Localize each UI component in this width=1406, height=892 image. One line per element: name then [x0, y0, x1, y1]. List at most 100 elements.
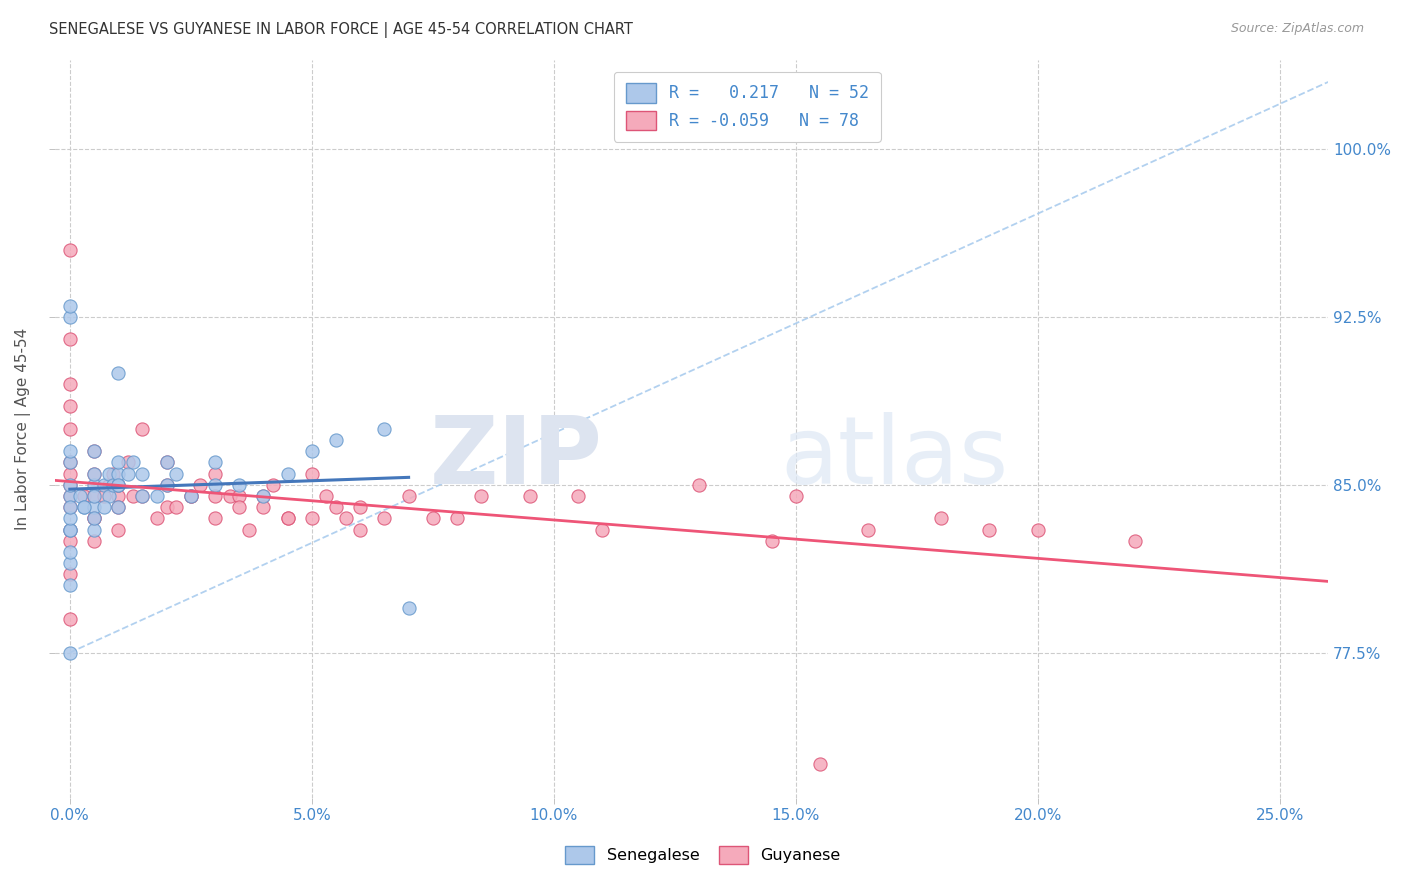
Y-axis label: In Labor Force | Age 45-54: In Labor Force | Age 45-54 — [15, 327, 31, 530]
Text: ZIP: ZIP — [430, 412, 603, 504]
Point — [785, 489, 807, 503]
Point — [107, 500, 129, 515]
Point — [107, 523, 129, 537]
Point — [252, 489, 274, 503]
Point — [218, 489, 240, 503]
Point — [97, 467, 120, 481]
Point — [59, 556, 82, 570]
Point — [301, 444, 323, 458]
Point — [1026, 523, 1049, 537]
Point — [277, 511, 299, 525]
Point — [83, 467, 105, 481]
Point — [93, 477, 115, 491]
Point — [107, 366, 129, 380]
Point — [59, 500, 82, 515]
Point — [325, 500, 347, 515]
Point — [325, 433, 347, 447]
Point — [107, 500, 129, 515]
Point — [131, 489, 153, 503]
Point — [83, 444, 105, 458]
Point — [107, 455, 129, 469]
Point — [204, 455, 226, 469]
Point — [277, 511, 299, 525]
Point — [470, 489, 492, 503]
Point — [117, 467, 139, 481]
Point — [93, 500, 115, 515]
Point — [808, 757, 831, 772]
Legend: R =   0.217   N = 52, R = -0.059   N = 78: R = 0.217 N = 52, R = -0.059 N = 78 — [614, 71, 880, 142]
Point — [131, 467, 153, 481]
Point — [180, 489, 202, 503]
Point — [107, 477, 129, 491]
Point — [156, 455, 179, 469]
Point — [228, 500, 250, 515]
Point — [83, 533, 105, 548]
Point — [59, 477, 82, 491]
Point — [567, 489, 589, 503]
Point — [59, 612, 82, 626]
Point — [131, 489, 153, 503]
Point — [349, 500, 371, 515]
Point — [59, 299, 82, 313]
Point — [83, 511, 105, 525]
Point — [146, 511, 169, 525]
Text: Source: ZipAtlas.com: Source: ZipAtlas.com — [1230, 22, 1364, 36]
Point — [59, 489, 82, 503]
Point — [131, 422, 153, 436]
Point — [59, 523, 82, 537]
Point — [59, 444, 82, 458]
Point — [519, 489, 541, 503]
Point — [121, 455, 143, 469]
Point — [277, 467, 299, 481]
Point — [73, 489, 96, 503]
Point — [59, 489, 82, 503]
Point — [107, 477, 129, 491]
Point — [59, 455, 82, 469]
Point — [165, 500, 187, 515]
Point — [83, 489, 105, 503]
Point — [59, 332, 82, 346]
Point — [315, 489, 337, 503]
Point — [59, 567, 82, 582]
Point — [204, 467, 226, 481]
Point — [180, 489, 202, 503]
Point — [373, 511, 395, 525]
Point — [446, 511, 468, 525]
Legend: Senegalese, Guyanese: Senegalese, Guyanese — [560, 839, 846, 871]
Point — [83, 477, 105, 491]
Point — [83, 444, 105, 458]
Point — [59, 477, 82, 491]
Point — [59, 511, 82, 525]
Point — [59, 243, 82, 257]
Point — [761, 533, 783, 548]
Point — [1123, 533, 1146, 548]
Point — [107, 489, 129, 503]
Point — [73, 500, 96, 515]
Point — [97, 477, 120, 491]
Point — [83, 511, 105, 525]
Point — [121, 489, 143, 503]
Point — [156, 477, 179, 491]
Point — [93, 489, 115, 503]
Point — [979, 523, 1001, 537]
Point — [252, 489, 274, 503]
Point — [83, 500, 105, 515]
Point — [59, 422, 82, 436]
Point — [252, 500, 274, 515]
Point — [156, 477, 179, 491]
Point — [117, 455, 139, 469]
Text: SENEGALESE VS GUYANESE IN LABOR FORCE | AGE 45-54 CORRELATION CHART: SENEGALESE VS GUYANESE IN LABOR FORCE | … — [49, 22, 633, 38]
Point — [591, 523, 613, 537]
Point — [59, 400, 82, 414]
Point — [373, 422, 395, 436]
Point — [83, 489, 105, 503]
Point — [204, 511, 226, 525]
Point — [156, 455, 179, 469]
Point — [59, 500, 82, 515]
Point — [59, 377, 82, 392]
Point — [146, 489, 169, 503]
Point — [59, 545, 82, 559]
Point — [165, 467, 187, 481]
Point — [204, 477, 226, 491]
Point — [204, 489, 226, 503]
